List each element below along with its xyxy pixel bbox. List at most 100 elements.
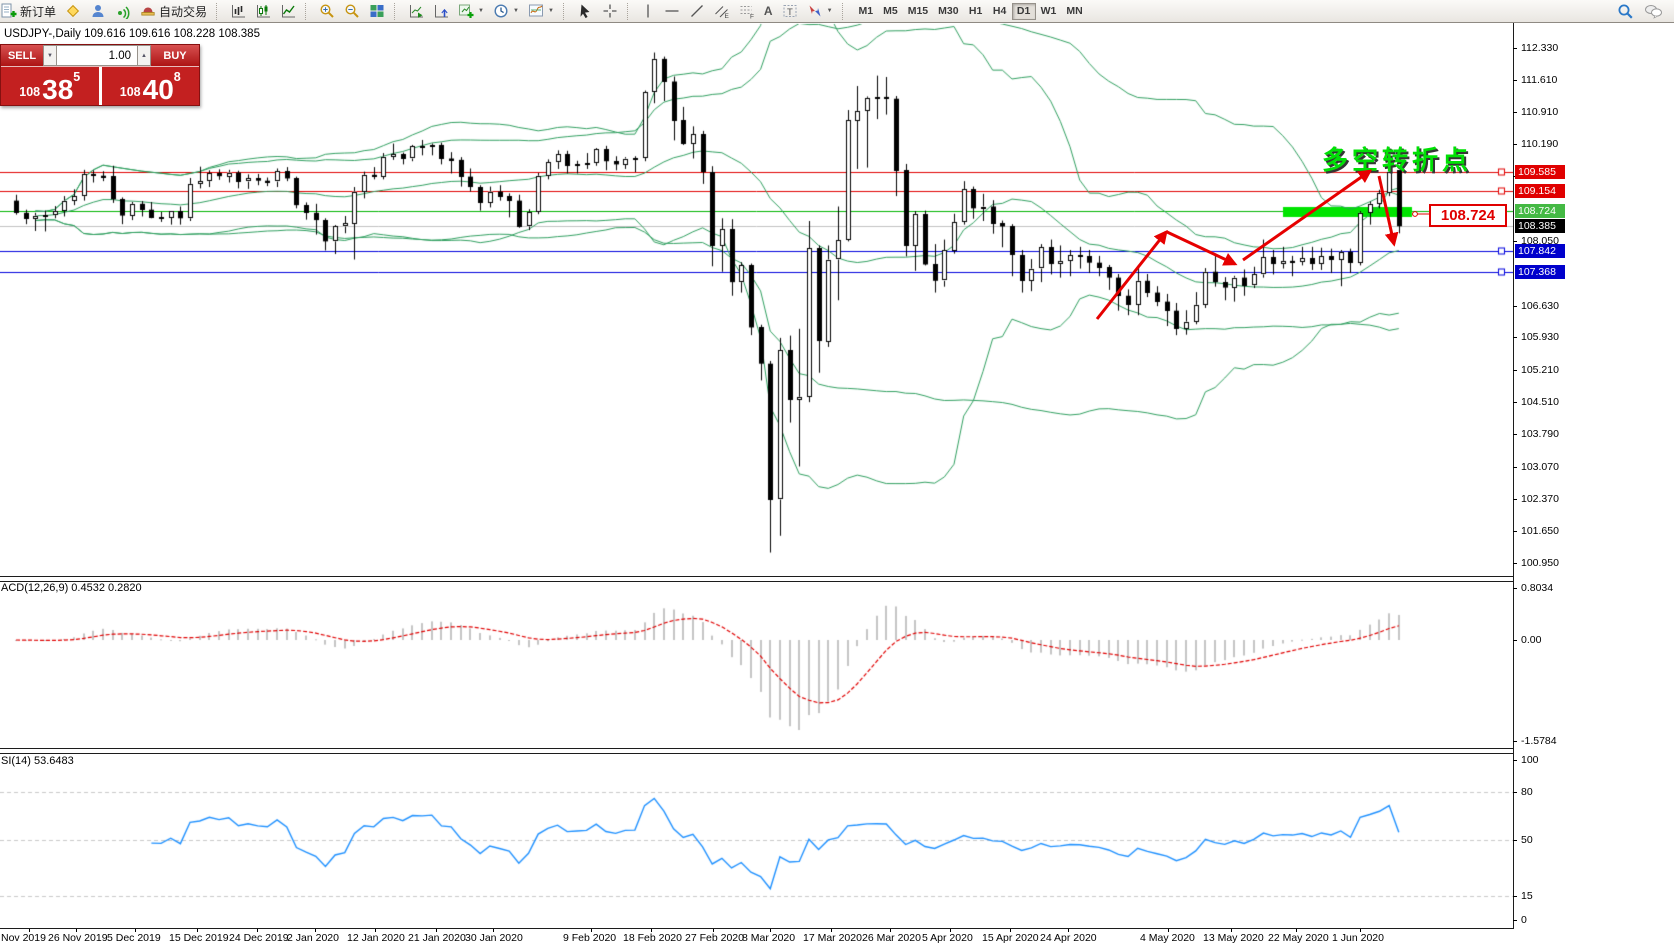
buy-price-pips: 40: [142, 74, 174, 105]
rsi-tick-label: 15: [1521, 890, 1533, 902]
axis-tick-mark: [1513, 434, 1517, 436]
rsi-tick-label: 50: [1521, 834, 1533, 846]
panel-separator-macd[interactable]: [0, 576, 1674, 582]
date-tick-mark: [257, 929, 258, 932]
buy-price-figure: 108: [119, 85, 141, 99]
turning-point-annotation[interactable]: 多空转折点: [1322, 145, 1473, 175]
buy-price-point: 8: [173, 70, 181, 84]
date-label: Nov 2019: [1, 932, 46, 944]
axis-tick-mark: [1513, 498, 1517, 500]
volume-input[interactable]: 1.00: [57, 45, 137, 66]
date-label: 5 Apr 2020: [922, 932, 973, 944]
rsi-indicator-label: SI(14) 53.6483: [1, 755, 74, 767]
price-tick-label: 111.610: [1521, 74, 1558, 87]
sell-price-point: 5: [73, 70, 81, 84]
volume-increase-button[interactable]: ▲: [137, 45, 151, 66]
axis-tick-mark: [1513, 531, 1517, 533]
axis-tick-mark: [1513, 588, 1517, 590]
rsi-tick-label: 0: [1521, 914, 1527, 926]
axis-tick-mark: [1513, 640, 1517, 641]
date-tick-mark: [890, 929, 891, 932]
search-icon: [1618, 4, 1633, 19]
one-click-trading-widget: SELL ▼ 1.00 ▲ BUY 108 38 5 108 40 8: [0, 44, 200, 106]
date-label: 22 May 2020: [1268, 932, 1329, 944]
date-label: 26 Nov 2019: [48, 932, 108, 944]
date-label: 18 Feb 2020: [623, 932, 682, 944]
price-tag-resistance-line-2: 109.154: [1515, 184, 1565, 199]
price-tick-label: 103.790: [1521, 428, 1559, 441]
date-label: 21 Jan 2020: [408, 932, 466, 944]
date-tick-mark: [1231, 929, 1232, 932]
macd-indicator-label: ACD(12,26,9) 0.4532 0.2820: [1, 582, 142, 594]
price-tick-label: 110.190: [1521, 138, 1559, 151]
axis-tick-mark: [1513, 370, 1517, 371]
price-tick-label: 110.910: [1521, 105, 1559, 118]
date-tick-mark: [651, 929, 652, 932]
date-tick-mark: [375, 929, 376, 932]
price-tick-label: 104.510: [1521, 395, 1559, 408]
date-tick-mark: [770, 929, 771, 932]
axis-tick-mark: [1513, 840, 1517, 841]
price-tick-label: 102.370: [1521, 492, 1559, 505]
macd-tick-label: -1.5784: [1521, 735, 1557, 748]
price-level-label-box[interactable]: 108.724: [1429, 204, 1507, 227]
date-tick-mark: [831, 929, 832, 932]
date-label: 24 Dec 2019: [229, 932, 289, 944]
date-tick-mark: [76, 929, 77, 932]
date-tick-mark: [135, 929, 136, 932]
date-tick-mark: [493, 929, 494, 932]
price-chart-canvas[interactable]: [0, 0, 1513, 948]
macd-tick-label: 0.00: [1521, 634, 1542, 646]
date-tick-mark: [1360, 929, 1361, 932]
sell-price-pips: 38: [42, 74, 74, 105]
price-tag-pivot-line: 108.724: [1515, 203, 1565, 218]
date-tick-mark: [436, 929, 437, 932]
volume-decrease-button[interactable]: ▼: [43, 45, 57, 66]
date-label: 2 Jan 2020: [287, 932, 339, 944]
buy-price-panel[interactable]: 108 40 8: [101, 67, 199, 105]
price-axis-border: [1513, 23, 1514, 929]
date-label: 1 Jun 2020: [1332, 932, 1384, 944]
date-label: 15 Apr 2020: [982, 932, 1039, 944]
time-axis[interactable]: Nov 2019 26 Nov 2019 5 Dec 2019 15 Dec 2019…: [0, 929, 1674, 948]
date-label: 27 Feb 2020: [685, 932, 744, 944]
chat-button[interactable]: [1639, 1, 1667, 21]
time-axis-border: [0, 928, 1513, 929]
date-tick-mark: [713, 929, 714, 932]
price-tick-label: 101.650: [1521, 525, 1559, 538]
axis-tick-mark: [1513, 920, 1517, 921]
price-tag-support-line-2: 107.368: [1515, 265, 1565, 280]
date-label: 26 Mar 2020: [862, 932, 921, 944]
date-tick-mark: [591, 929, 592, 932]
date-tick-mark: [950, 929, 951, 932]
date-label: 15 Dec 2019: [169, 932, 229, 944]
sell-price-panel[interactable]: 108 38 5: [1, 67, 99, 105]
date-label: 4 May 2020: [1140, 932, 1195, 944]
buy-button[interactable]: BUY: [151, 45, 199, 66]
sell-button[interactable]: SELL: [1, 45, 43, 66]
sell-price-figure: 108: [19, 85, 41, 99]
price-tick-label: 105.210: [1521, 364, 1559, 376]
axis-tick-mark: [1513, 337, 1517, 339]
panel-separator-rsi[interactable]: [0, 748, 1674, 754]
axis-tick-mark: [1513, 144, 1517, 146]
date-label: 24 Apr 2020: [1040, 932, 1097, 944]
price-tick-label: 106.630: [1521, 299, 1559, 312]
price-tag-bid-line: 108.385: [1515, 219, 1565, 234]
date-label: 8 Mar 2020: [742, 932, 796, 944]
date-label: 5 Dec 2019: [107, 932, 161, 944]
price-tick-label: 105.930: [1521, 331, 1559, 344]
axis-tick-mark: [1513, 80, 1517, 82]
date-tick-mark: [1068, 929, 1069, 932]
price-tick-label: 103.070: [1521, 460, 1559, 473]
date-tick-mark: [1010, 929, 1011, 932]
macd-tick-label: 0.8034: [1521, 582, 1554, 595]
date-label: 17 Mar 2020: [803, 932, 862, 944]
price-tag-support-line-1: 107.842: [1515, 243, 1565, 258]
price-axis[interactable]: 112.330111.610110.910110.190109.490108.0…: [1513, 23, 1674, 929]
axis-tick-mark: [1513, 562, 1517, 564]
date-label: 13 May 2020: [1203, 932, 1264, 944]
date-label: 30 Jan 2020: [465, 932, 523, 944]
date-tick-mark: [29, 929, 30, 932]
search-button[interactable]: [1613, 1, 1638, 21]
